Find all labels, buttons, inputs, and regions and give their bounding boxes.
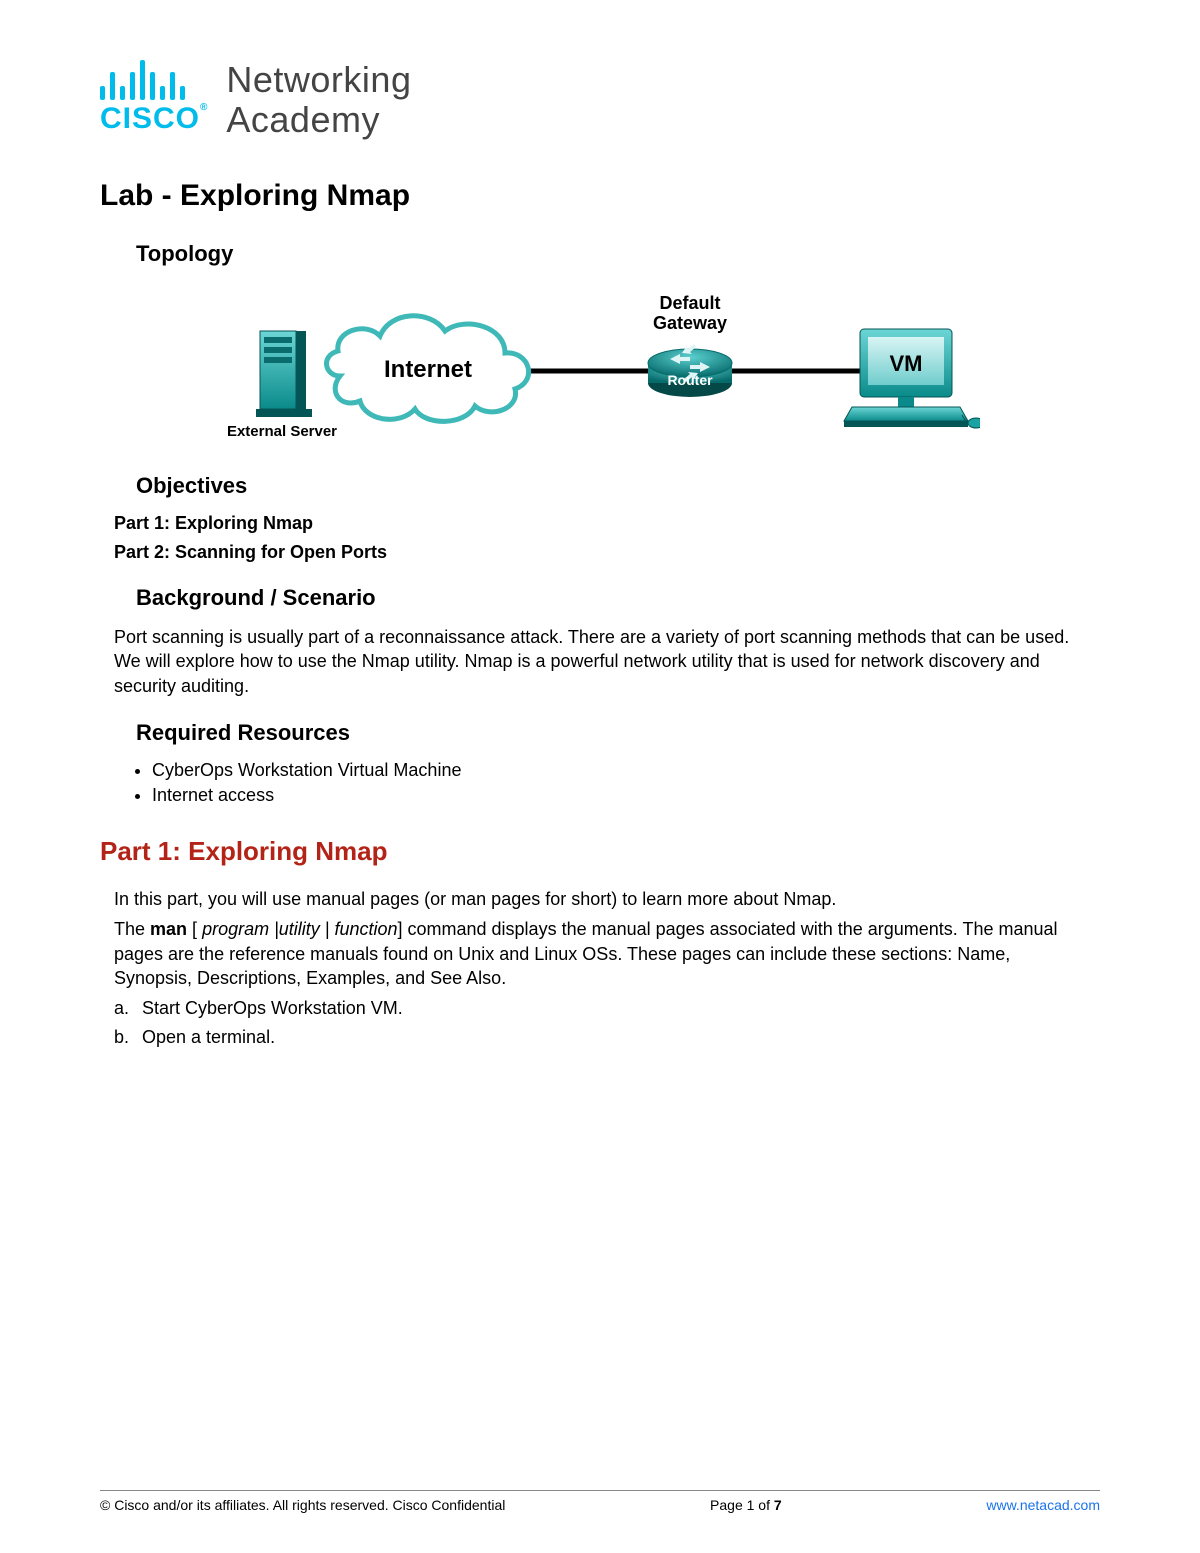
objectives-heading: Objectives (136, 473, 1100, 499)
objective-item: Part 1: Exploring Nmap (114, 513, 1100, 534)
bar (100, 86, 105, 100)
page-footer: © Cisco and/or its affiliates. All right… (100, 1490, 1100, 1513)
default-gateway-label-top: Default (659, 293, 720, 313)
footer-page: Page 1 of 7 (710, 1497, 782, 1513)
step-item: a. Start CyberOps Workstation VM. (114, 998, 1100, 1019)
lab-title: Lab - Exploring Nmap (100, 179, 1100, 213)
default-gateway-label-bot: Gateway (653, 313, 727, 333)
external-server-icon (256, 331, 312, 417)
background-text: Port scanning is usually part of a recon… (114, 625, 1086, 698)
cisco-logo: CISCO® (100, 60, 208, 136)
topology-diagram: External Server Internet Default Gateway… (220, 281, 980, 451)
footer-url-link[interactable]: www.netacad.com (986, 1497, 1100, 1513)
text: Page (710, 1497, 747, 1513)
bar (110, 72, 115, 100)
objective-item: Part 2: Scanning for Open Ports (114, 542, 1100, 563)
cisco-wordmark: CISCO® (100, 102, 208, 136)
part1-heading: Part 1: Exploring Nmap (100, 836, 1100, 867)
part1-steps: a. Start CyberOps Workstation VM. b. Ope… (114, 998, 1100, 1048)
bar (180, 86, 185, 100)
footer-copyright: © Cisco and/or its affiliates. All right… (100, 1497, 505, 1513)
objectives-list: Part 1: Exploring Nmap Part 2: Scanning … (114, 513, 1100, 563)
bar (120, 86, 125, 100)
part1-man-desc: The man [ program |utility | function] c… (114, 917, 1086, 990)
bar (140, 60, 145, 100)
background-heading: Background / Scenario (136, 585, 1100, 611)
page-total: 7 (774, 1497, 782, 1513)
part1-intro: In this part, you will use manual pages … (114, 887, 1086, 911)
router-icon (648, 344, 732, 397)
step-label: b. (114, 1027, 142, 1048)
bar (130, 72, 135, 100)
text: of (754, 1497, 773, 1513)
vm-label: VM (890, 351, 923, 376)
cisco-signal-bars (100, 60, 208, 100)
logo-text: Networking Academy (226, 60, 411, 139)
man-command: man (150, 919, 187, 939)
resources-list: CyberOps Workstation Virtual Machine Int… (152, 760, 1100, 806)
bar (170, 72, 175, 100)
step-text: Open a terminal. (142, 1027, 275, 1048)
logo-line2: Academy (226, 100, 411, 140)
logo-line1: Networking (226, 60, 411, 100)
external-server-label: External Server (227, 423, 337, 440)
text: The (114, 919, 150, 939)
step-item: b. Open a terminal. (114, 1027, 1100, 1048)
bar (150, 72, 155, 100)
internet-label: Internet (384, 356, 472, 383)
step-label: a. (114, 998, 142, 1019)
resource-item: CyberOps Workstation Virtual Machine (152, 760, 1100, 781)
text: [ (187, 919, 202, 939)
topology-heading: Topology (136, 241, 1100, 267)
resources-heading: Required Resources (136, 720, 1100, 746)
bar (160, 86, 165, 100)
cisco-logo-block: CISCO® Networking Academy (100, 60, 1100, 139)
man-args: program |utility | function (202, 919, 397, 939)
vm-computer-icon (844, 329, 980, 428)
router-label: Router (667, 372, 713, 388)
step-text: Start CyberOps Workstation VM. (142, 998, 403, 1019)
resource-item: Internet access (152, 785, 1100, 806)
